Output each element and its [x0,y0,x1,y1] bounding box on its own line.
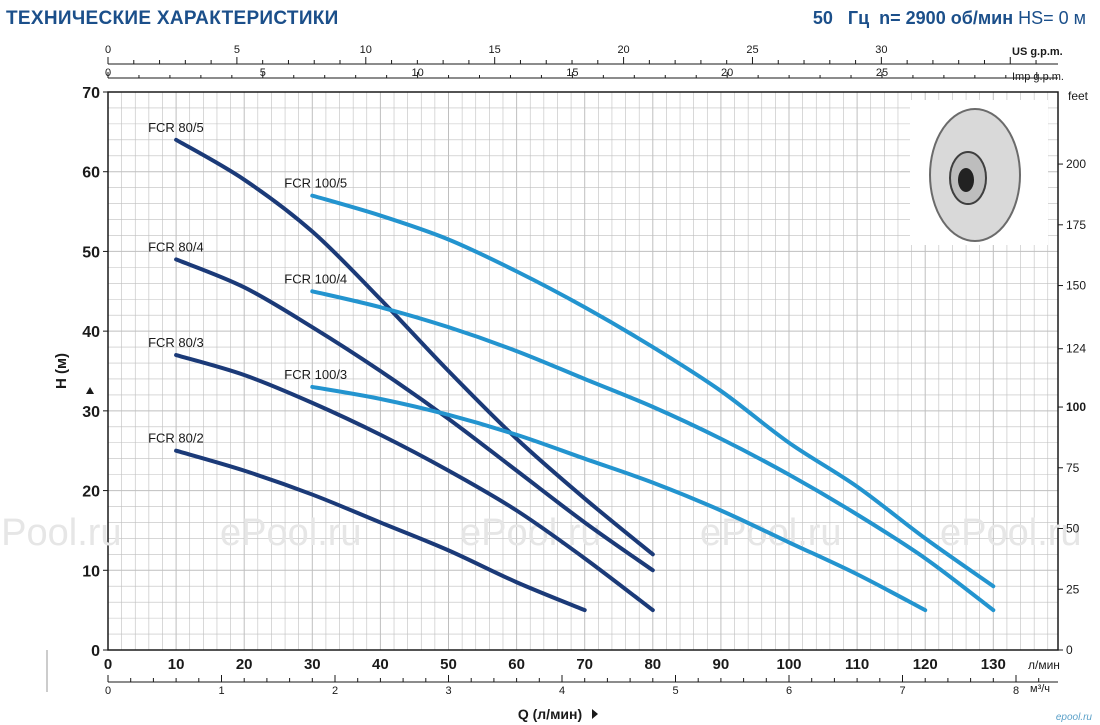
curve-label-fcr-80-3: FCR 80/3 [148,335,204,350]
y-right-tick-label: 150 [1066,279,1086,293]
curve-fcr-80-3 [174,353,655,613]
suction-height: HS= 0 м [1018,8,1086,28]
us-gpm-tick-label: 30 [875,44,887,56]
impeller-photo [910,100,1048,245]
y-right-tick-label: 124 [1066,342,1086,356]
y-tick-label: 0 [91,643,100,660]
curve-label-fcr-100-4: FCR 100/4 [284,271,347,286]
curve-fcr-100-5 [310,193,996,589]
us-gpm-tick-label: 15 [489,44,501,56]
x-tick-label: 70 [576,656,593,673]
performance-curves [174,137,996,613]
y-tick-label: 10 [82,563,100,580]
footer-site: epool.ru [1055,712,1092,723]
y-right-axis-label: feet [1068,89,1089,103]
us-gpm-tick-label: 5 [234,44,240,56]
y-tick-label: 20 [82,484,100,501]
y-right-tick-label: 175 [1066,218,1086,232]
m3h-tick-label: 2 [332,685,338,697]
y-tick-label: 50 [82,244,100,261]
m3h-tick-label: 1 [218,685,224,697]
watermark-text: ePool.ru [940,512,1082,554]
x-tick-label: 0 [104,656,112,673]
m3h-tick-label: 4 [559,685,565,697]
curve-fcr-80-5 [174,137,655,557]
y-right-tick-label: 75 [1066,461,1080,475]
m3h-tick-label: 8 [1013,685,1019,697]
y-right-tick-label: 25 [1066,582,1080,596]
y-axis-label: H (м) [53,353,70,389]
imp-gpm-tick-label: 10 [411,67,423,79]
m3h-tick-label: 0 [105,685,111,697]
curve-label-fcr-80-5: FCR 80/5 [148,120,204,135]
frequency-value: 50 [812,8,833,28]
us-gpm-tick-label: 10 [360,44,372,56]
speed-value: n= 2900 об/мин [879,8,1014,28]
x-tick-label: 10 [168,656,185,673]
x-tick-label: 60 [508,656,525,673]
x-tick-label: 40 [372,656,389,673]
x-tick-label: 80 [644,656,661,673]
imp-gpm-tick-label: 0 [105,67,111,79]
us-gpm-tick-label: 20 [617,44,629,56]
imp-gpm-tick-label: 15 [566,67,578,79]
x-tick-label: 130 [981,656,1006,673]
page-title: ТЕХНИЧЕСКИЕ ХАРАКТЕРИСТИКИ [6,8,339,29]
curve-labels: FCR 80/5 FCR 80/4 FCR 80/3 FCR 80/2 FCR 100/… [148,120,347,446]
x-axis-label: Q (л/мин) [518,706,582,722]
curve-fcr-80-4 [174,257,655,573]
impeller-eye [958,168,974,192]
y-tick-label: 30 [82,404,100,421]
x-tick-label: 90 [713,656,730,673]
watermark-text: ePool.ru [220,512,362,554]
x-tick-label: 30 [304,656,321,673]
operating-conditions: 50 Гц n= 2900 об/мин HS= 0 м [813,8,1086,29]
y-tick-label: 40 [82,324,100,341]
m3h-axis-unit: м³/ч [1030,683,1050,695]
curve-label-fcr-80-2: FCR 80/2 [148,431,204,446]
x-axis-unit: л/мин [1028,658,1060,672]
watermark-text: ePool.ru [0,512,122,554]
imp-gpm-tick-label: 25 [876,67,888,79]
curve-fcr-100-4 [310,289,996,613]
y-right-tick-label: 200 [1066,157,1086,171]
curve-label-fcr-100-5: FCR 100/5 [284,176,347,191]
m3h-tick-label: 5 [672,685,678,697]
curve-fcr-80-2 [174,448,587,613]
curve-label-fcr-80-4: FCR 80/4 [148,239,204,254]
m3h-tick-label: 7 [899,685,905,697]
y-right-tick-label: 50 [1066,522,1080,536]
m3h-tick-label: 6 [786,685,792,697]
y-axis-arrow [86,386,94,394]
imp-gpm-tick-label: 20 [721,67,733,79]
m3h-tick-label: 3 [445,685,451,697]
imp-gpm-tick-label: 5 [260,67,266,79]
x-tick-label: 50 [440,656,457,673]
y-right-tick-label: 100 [1066,400,1086,414]
frequency-unit: Гц [847,8,870,28]
y-tick-label: 60 [82,165,100,182]
us-gpm-axis-label: US g.p.m. [1012,46,1063,58]
y-tick-label: 70 [82,85,100,102]
curve-label-fcr-100-3: FCR 100/3 [284,367,347,382]
curve-fcr-100-3 [310,384,928,613]
x-tick-label: 100 [776,656,801,673]
us-gpm-tick-label: 0 [105,44,111,56]
us-gpm-tick-label: 25 [746,44,758,56]
x-tick-label: 120 [913,656,938,673]
x-tick-label: 20 [236,656,253,673]
x-axis-arrow [592,709,598,719]
y-right-tick-label: 0 [1066,643,1073,657]
plot-frame [107,91,1059,651]
x-tick-label: 110 [845,656,869,673]
imp-gpm-axis-label: Imp g.p.m. [1012,71,1064,83]
